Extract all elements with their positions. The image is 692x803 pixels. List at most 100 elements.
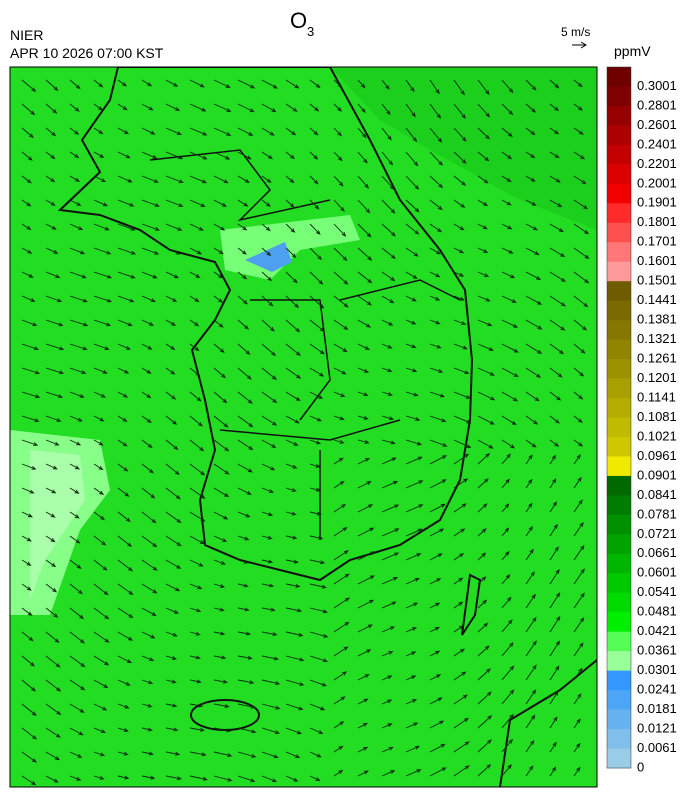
- wind-arrow: [453, 625, 464, 633]
- wind-arrow: [453, 103, 466, 119]
- wind-arrow: [165, 775, 182, 781]
- colorbar-label: 0.0181: [637, 701, 677, 716]
- wind-arrow: [598, 696, 605, 704]
- wind-arrow: [429, 103, 442, 119]
- colorbar-box: [607, 203, 631, 224]
- wind-arrow: [261, 103, 277, 113]
- wind-arrow: [573, 295, 589, 308]
- wind-arrow: [549, 415, 560, 424]
- wind-arrow: [165, 439, 179, 451]
- wind-arrow: [333, 319, 349, 330]
- wind-arrow: [189, 343, 200, 352]
- wind-arrow: [405, 247, 419, 257]
- colorbar-label: 0.0361: [637, 643, 677, 658]
- wind-arrow: [501, 79, 514, 94]
- wind-arrow: [93, 511, 105, 521]
- wind-arrow: [453, 577, 464, 585]
- wind-arrow: [261, 367, 277, 380]
- wind-arrow: [237, 319, 250, 330]
- wind-arrow: [189, 535, 205, 545]
- wind-arrow: [453, 741, 470, 753]
- wind-arrow: [69, 367, 87, 374]
- wind-arrow: [189, 607, 202, 613]
- wind-arrow: [573, 175, 587, 185]
- wind-arrow: [381, 457, 397, 465]
- wind-arrow: [598, 671, 605, 680]
- wind-arrow: [93, 487, 105, 496]
- wind-arrow: [309, 775, 321, 781]
- wind-arrow: [285, 631, 304, 637]
- wind-arrow: [237, 271, 248, 280]
- wind-arrow: [93, 367, 108, 374]
- wind-arrow: [237, 487, 252, 495]
- wind-arrow: [333, 79, 343, 88]
- wind-arrow: [141, 295, 156, 303]
- wind-arrow: [69, 751, 83, 758]
- wind-arrow: [549, 367, 563, 378]
- wind-arrow: [189, 631, 201, 636]
- wind-arrow: [93, 703, 108, 711]
- wind-arrow: [141, 79, 153, 87]
- wind-arrow: [189, 103, 207, 112]
- wind-arrow: [45, 607, 59, 618]
- wind-arrow: [285, 487, 297, 492]
- wind-arrow: [93, 247, 112, 255]
- wind-arrow: [117, 583, 134, 596]
- wind-arrow: [165, 103, 181, 111]
- wind-arrow: [309, 79, 321, 89]
- colorbar-label: 0: [637, 759, 644, 774]
- wind-arrow: [69, 103, 80, 112]
- colorbar-box: [607, 514, 631, 535]
- wind-arrow: [93, 295, 113, 303]
- wind-arrow: [477, 764, 492, 777]
- wind-arrow: [213, 271, 224, 279]
- wind-arrow: [357, 247, 373, 261]
- wind-arrow: [429, 367, 444, 373]
- wind-arrow: [165, 535, 182, 547]
- wind-arrow: [381, 504, 400, 513]
- colorbar-box: [607, 105, 631, 126]
- wind-arrow: [213, 679, 229, 684]
- wind-arrow: [69, 127, 80, 135]
- wind-arrow: [93, 679, 109, 689]
- wind-arrow: [598, 767, 606, 776]
- wind-arrow: [598, 454, 606, 464]
- wind-arrow: [285, 439, 299, 446]
- wind-arrow: [381, 223, 396, 237]
- wind-arrow: [189, 775, 208, 781]
- colorbar-label: 0.1601: [637, 253, 677, 268]
- wind-arrow: [453, 343, 468, 350]
- wind-arrow: [405, 223, 420, 235]
- wind-arrow: [165, 367, 176, 375]
- wind-arrow: [21, 631, 34, 642]
- wind-arrow: [141, 751, 154, 756]
- wind-arrow: [189, 463, 206, 476]
- wind-arrow: [141, 583, 158, 594]
- wind-arrow: [429, 199, 443, 211]
- wind-arrow: [405, 367, 418, 373]
- wind-arrow: [501, 223, 513, 230]
- wind-arrow: [381, 439, 396, 445]
- wind-arrow: [21, 319, 38, 327]
- wind-arrow: [165, 511, 182, 524]
- wind-arrow: [213, 535, 228, 542]
- colorbar-box: [607, 359, 631, 380]
- colorbar-label: 0.0841: [637, 487, 677, 502]
- wind-arrow: [93, 391, 107, 398]
- wind-arrow: [21, 151, 33, 161]
- wind-arrow: [477, 576, 487, 585]
- colorbar-label: 0.0781: [637, 506, 677, 521]
- wind-arrow: [357, 599, 375, 609]
- wind-arrow: [213, 511, 229, 520]
- colorbar-box: [607, 183, 631, 204]
- wind-arrow: [549, 766, 557, 777]
- colorbar-box: [607, 222, 631, 243]
- wind-arrow: [501, 367, 519, 378]
- wind-arrow: [45, 271, 61, 278]
- wind-arrow: [117, 751, 129, 756]
- wind-arrow: [501, 527, 510, 537]
- wind-arrow: [21, 703, 37, 716]
- wind-arrow: [45, 727, 61, 738]
- wind-arrow: [261, 679, 281, 686]
- wind-arrow: [357, 199, 371, 214]
